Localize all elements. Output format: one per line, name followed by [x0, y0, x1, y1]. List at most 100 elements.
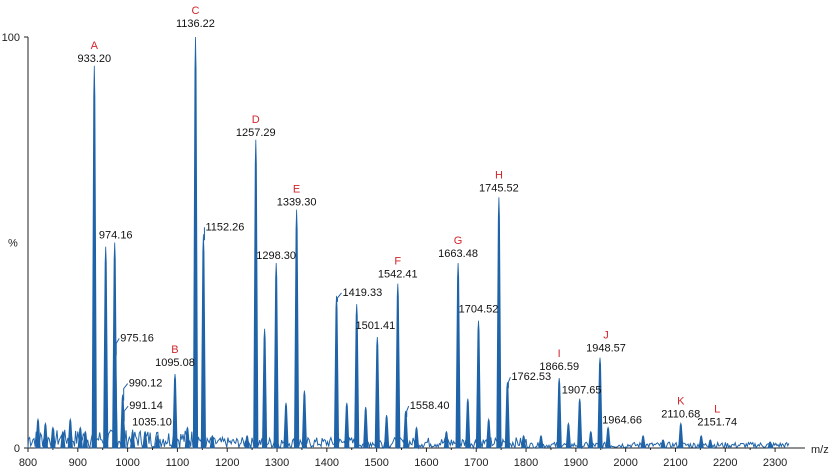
- minor-peak: [209, 434, 215, 449]
- minor-peak: [129, 430, 136, 449]
- minor-peak: [42, 421, 49, 449]
- y-tick-label: 0: [14, 443, 20, 455]
- peak-letter-label: K: [677, 395, 685, 407]
- minor-peak: [443, 430, 450, 449]
- peak-mz-label: 1866.59: [539, 361, 579, 373]
- minor-peak: [707, 439, 713, 449]
- peak-mz-label: 1152.26: [205, 221, 244, 233]
- peak-mz-label: 1663.48: [438, 248, 478, 260]
- peak: [556, 378, 562, 449]
- y-tick-label: 100: [2, 32, 20, 44]
- peak: [374, 336, 380, 449]
- peak-letter-label: I: [558, 348, 561, 360]
- peak-letter-label: C: [191, 5, 199, 17]
- label-leader: [123, 383, 129, 401]
- x-tick-label: 1400: [315, 457, 339, 469]
- x-tick-label: 1200: [215, 457, 239, 469]
- peak: [504, 382, 511, 449]
- peak: [91, 65, 97, 449]
- noise-trace: [27, 429, 790, 450]
- peak: [698, 434, 704, 449]
- peak: [354, 304, 360, 449]
- peak-mz-label: 990.12: [129, 378, 163, 390]
- peak-mz-label: 1964.66: [602, 414, 642, 426]
- peak-mz-label: 2151.74: [697, 417, 737, 429]
- peak-letter-label: J: [603, 330, 609, 342]
- label-leader: [406, 405, 410, 418]
- x-tick-label: 1900: [564, 457, 588, 469]
- peak: [142, 430, 148, 449]
- label-leader: [507, 377, 511, 389]
- minor-peak: [35, 417, 41, 449]
- minor-peak: [520, 434, 527, 449]
- peak-letter-label: A: [91, 40, 99, 52]
- peak-letter-label: H: [495, 169, 503, 181]
- minor-peak: [77, 426, 83, 449]
- peak: [496, 197, 502, 449]
- peak-mz-label: 1501.41: [355, 320, 395, 332]
- axes: 800 900 1000 1100 1200 1300 1400 1500 1600 1700 18…: [2, 32, 829, 469]
- peak: [192, 36, 199, 449]
- x-tick-label: 1500: [364, 457, 388, 469]
- minor-peak: [344, 402, 350, 449]
- peak: [293, 209, 300, 449]
- x-tick-label: 800: [19, 457, 37, 469]
- minor-peak: [588, 430, 594, 449]
- peak: [605, 426, 611, 449]
- peak-letter-label: L: [714, 404, 720, 416]
- peak-mz-label: 1704.52: [459, 304, 499, 316]
- peak: [403, 410, 409, 449]
- peak: [597, 357, 603, 449]
- x-axis-label: m/z: [811, 444, 829, 456]
- peak: [333, 295, 340, 449]
- peak-mz-label: 991.14: [129, 400, 163, 412]
- peak: [577, 398, 583, 449]
- peak: [273, 262, 279, 449]
- x-tick-label: 900: [69, 457, 87, 469]
- minor-peak: [413, 426, 420, 449]
- minor-peak: [383, 415, 390, 449]
- minor-peak: [283, 402, 289, 449]
- x-tick-label: 2200: [713, 457, 737, 469]
- peak-mz-label: 1948.57: [586, 343, 626, 355]
- minor-peak: [486, 417, 492, 449]
- peak-mz-label: 1257.29: [236, 127, 276, 139]
- minor-peak: [767, 441, 773, 449]
- minor-peak: [67, 417, 73, 449]
- peak-mz-label: 975.16: [120, 332, 154, 344]
- minor-peak: [565, 421, 572, 449]
- peak-letter-label: G: [454, 235, 463, 247]
- x-tick-label: 2300: [763, 457, 787, 469]
- x-tick-label: 1600: [414, 457, 438, 469]
- minor-peak: [60, 430, 66, 449]
- x-tick-label: 2100: [663, 457, 687, 469]
- peak-mz-label: 2110.68: [661, 408, 700, 420]
- minor-peak: [154, 434, 161, 449]
- peak-mz-label: 1339.30: [277, 197, 317, 209]
- minor-peak: [50, 426, 56, 449]
- x-tick-label: 1100: [166, 457, 190, 469]
- peak: [475, 320, 482, 449]
- peak: [455, 262, 461, 449]
- x-tick-label: 1700: [464, 457, 488, 469]
- peak: [253, 139, 259, 449]
- peak-mz-label: 1542.41: [378, 269, 418, 281]
- peak: [172, 373, 178, 449]
- minor-peak: [301, 390, 308, 449]
- peak-mz-label: 1419.33: [342, 287, 382, 299]
- peak: [395, 283, 401, 449]
- peak-letter-label: D: [252, 114, 260, 126]
- x-tick-label: 1300: [265, 457, 289, 469]
- label-leader: [336, 292, 342, 302]
- minor-peak: [660, 439, 666, 449]
- minor-peak: [640, 434, 646, 449]
- peak: [200, 234, 207, 449]
- minor-peak: [244, 434, 250, 449]
- minor-peak: [82, 430, 88, 449]
- peak-letter-label: B: [171, 344, 178, 356]
- minor-peak: [465, 398, 471, 449]
- peak-mz-label: 933.20: [78, 53, 112, 65]
- label-leader: [123, 405, 129, 422]
- peak-mz-label: 1907.65: [562, 385, 602, 397]
